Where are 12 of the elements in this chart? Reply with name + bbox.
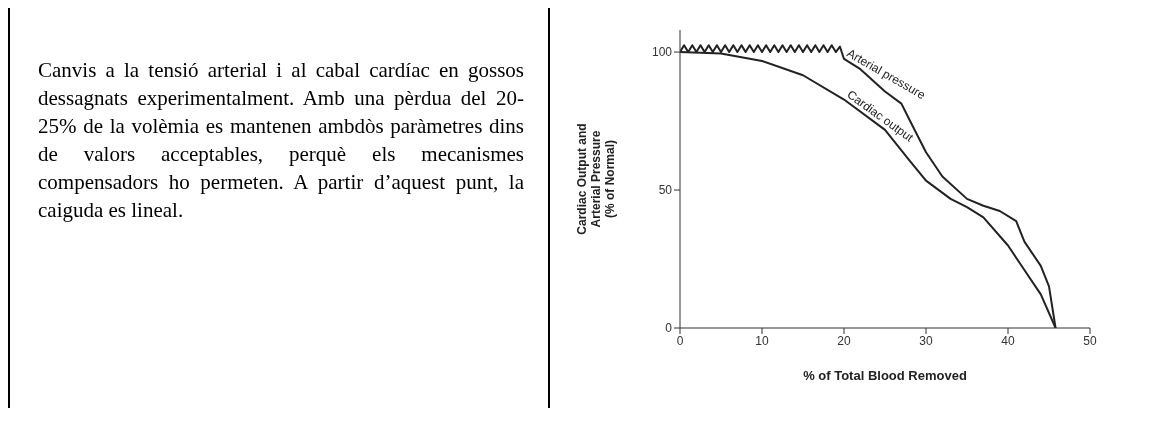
x-tick-label: 0 [676,333,684,348]
text: Canvis a la tensió arterial i al cabal cardíac en gossos dessagnats experimentalment. Amb una pèrdua del 20-25% de la volèmia es mantenen ambdòs paràmetres dins de valors acceptables, perquè els mecanismes compensadors ho permeten. A partir d’aquest punt, la caiguda es lineal. [38,57,524,224]
x-axis-title: % of Total Blood Removed [803,368,967,383]
y-tick-label: 0 [665,321,673,336]
x-tick-label: 10 [755,333,769,348]
x-tick-label: 30 [919,333,933,348]
y-tick-label: 100 [651,45,673,60]
y-axis-title: Cardiac Output and Arterial Pressure (% of Normal) [575,123,617,235]
x-tick-label: 20 [837,333,851,348]
y-tick-label: 50 [658,183,673,198]
x-tick-label: 50 [1083,333,1097,348]
x-tick-label: 40 [1001,333,1015,348]
